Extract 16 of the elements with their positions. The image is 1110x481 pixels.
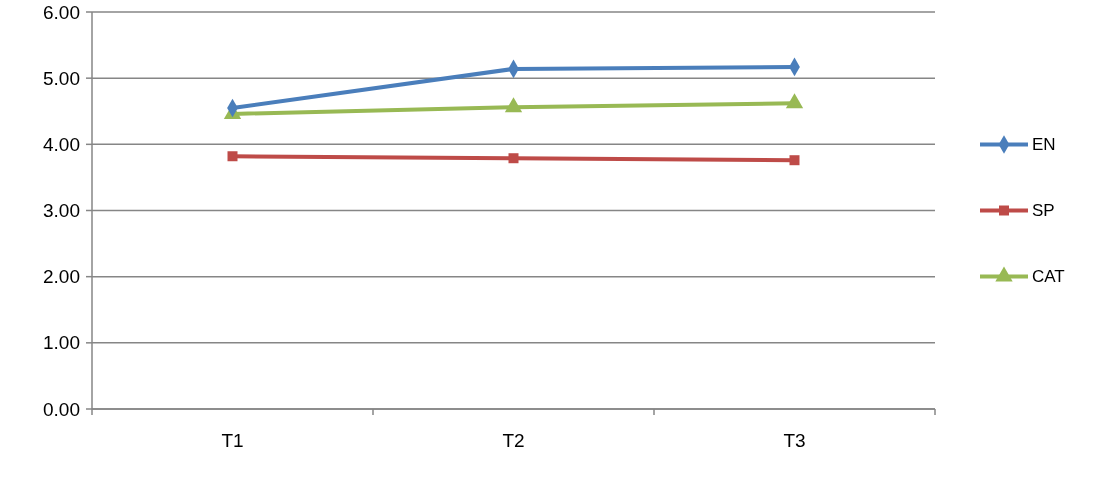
y-tick-label: 2.00 — [43, 266, 80, 288]
y-tick-label: 4.00 — [43, 133, 80, 155]
point — [789, 155, 800, 166]
y-tick-label: 0.00 — [43, 398, 80, 420]
legend-label: CAT — [1032, 267, 1065, 287]
legend-label: SP — [1032, 201, 1055, 221]
x-tick-label: T3 — [783, 430, 806, 451]
y-tick-label: 6.00 — [43, 1, 80, 23]
y-tick-label: 1.00 — [43, 332, 80, 354]
x-tick-label: T1 — [221, 430, 244, 451]
x-tick-label: T2 — [502, 430, 525, 451]
y-tick-label: 3.00 — [43, 200, 80, 222]
point — [227, 151, 238, 162]
legend-label: EN — [1032, 135, 1056, 155]
point — [508, 153, 519, 164]
y-tick-label: 5.00 — [43, 67, 80, 89]
